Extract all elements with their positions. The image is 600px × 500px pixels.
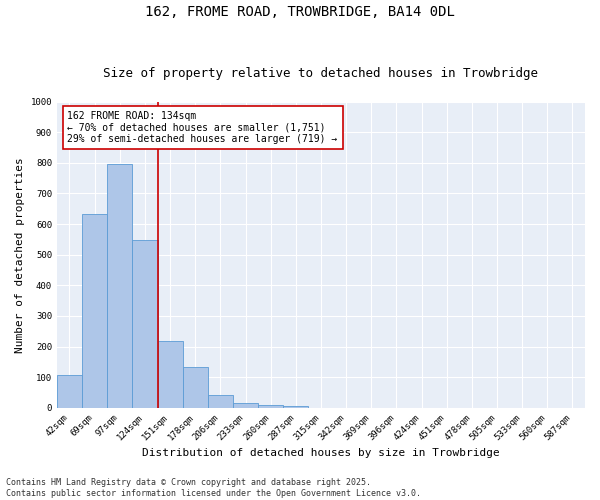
Text: 162 FROME ROAD: 134sqm
← 70% of detached houses are smaller (1,751)
29% of semi-: 162 FROME ROAD: 134sqm ← 70% of detached… <box>67 110 338 144</box>
Bar <box>233 403 258 408</box>
Bar <box>208 395 233 408</box>
Bar <box>133 240 158 408</box>
Text: Contains HM Land Registry data © Crown copyright and database right 2025.
Contai: Contains HM Land Registry data © Crown c… <box>6 478 421 498</box>
Bar <box>182 366 208 408</box>
Bar <box>82 214 107 408</box>
Bar <box>258 405 283 408</box>
Bar <box>158 340 182 408</box>
Y-axis label: Number of detached properties: Number of detached properties <box>15 157 25 352</box>
Bar <box>283 406 308 408</box>
Text: 162, FROME ROAD, TROWBRIDGE, BA14 0DL: 162, FROME ROAD, TROWBRIDGE, BA14 0DL <box>145 5 455 19</box>
Bar <box>57 375 82 408</box>
Title: Size of property relative to detached houses in Trowbridge: Size of property relative to detached ho… <box>103 66 538 80</box>
X-axis label: Distribution of detached houses by size in Trowbridge: Distribution of detached houses by size … <box>142 448 500 458</box>
Bar <box>107 164 133 408</box>
